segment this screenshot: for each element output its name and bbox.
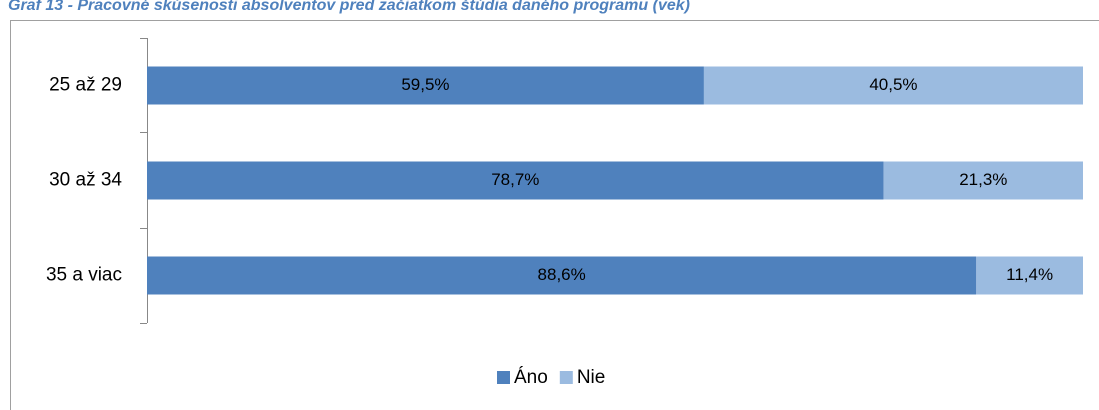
data-label: 11,4% bbox=[1006, 265, 1053, 284]
legend-label: Nie bbox=[577, 367, 606, 388]
bar bbox=[147, 161, 884, 200]
y-tick-label: 35 a viac bbox=[46, 265, 122, 286]
category-separators bbox=[140, 38, 147, 324]
legend-swatch bbox=[497, 371, 510, 384]
data-label: 21,3% bbox=[959, 170, 1007, 189]
data-label: 40,5% bbox=[869, 75, 917, 94]
legend-swatch bbox=[559, 371, 573, 384]
bar bbox=[147, 256, 977, 295]
bar bbox=[976, 256, 1083, 295]
data-label: 78,7% bbox=[491, 170, 539, 189]
bar bbox=[147, 66, 704, 105]
bar bbox=[883, 161, 1083, 200]
y-tick-label: 30 až 34 bbox=[49, 170, 122, 191]
legend-label: Áno bbox=[514, 367, 548, 388]
y-tick-label: 25 až 29 bbox=[49, 75, 122, 96]
data-label: 59,5% bbox=[401, 75, 449, 94]
bar bbox=[703, 66, 1083, 105]
chart-title: Graf 13 - Pracovné skúsenosti absolvento… bbox=[8, 0, 690, 14]
data-label: 88,6% bbox=[538, 265, 586, 284]
